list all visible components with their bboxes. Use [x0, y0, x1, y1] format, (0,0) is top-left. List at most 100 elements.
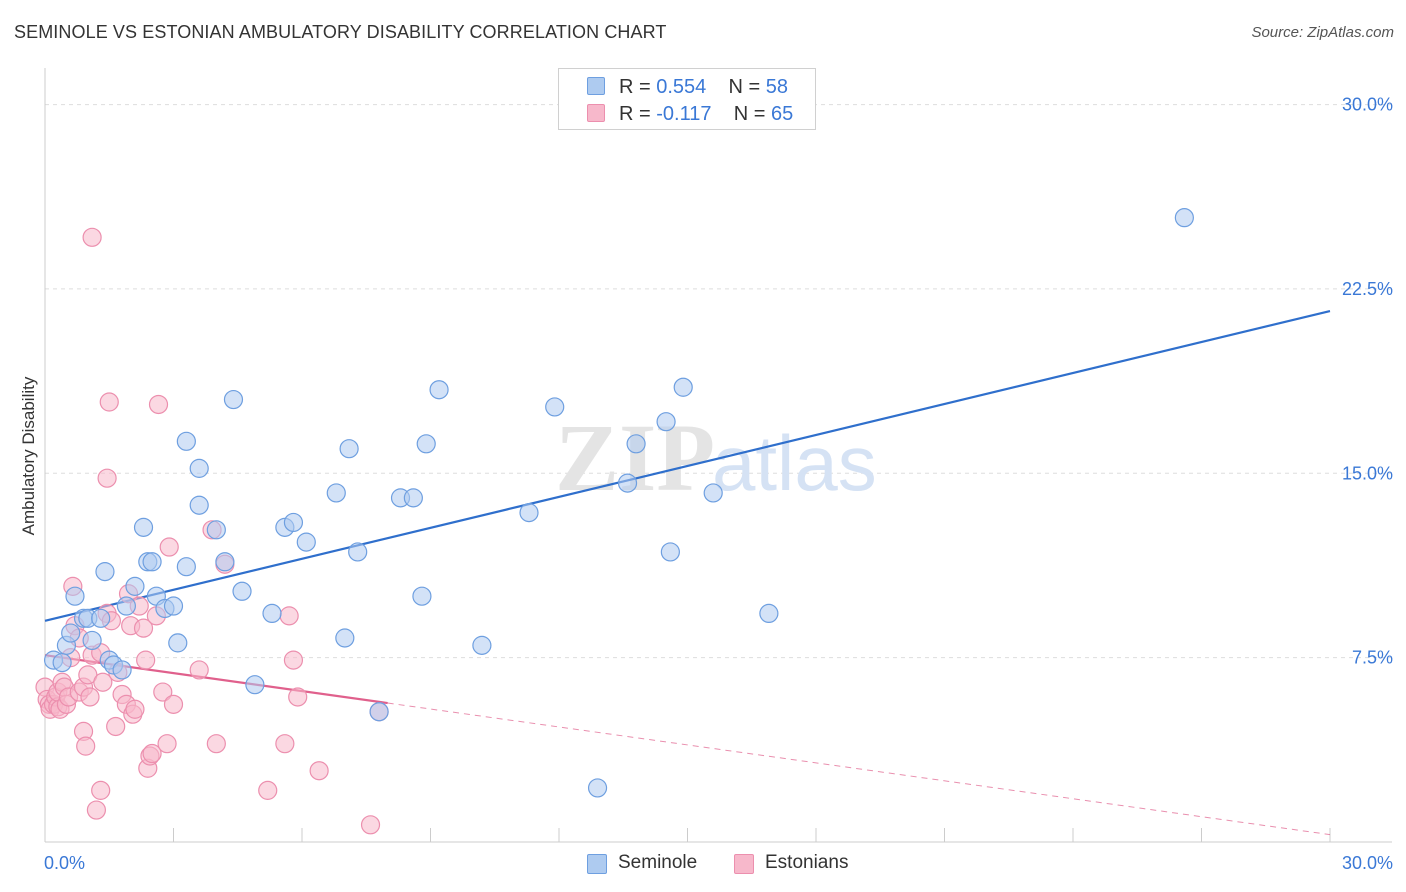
estonians-point: [82, 227, 102, 247]
seminole-point: [416, 434, 436, 454]
seminole-point: [660, 542, 680, 562]
seminole-point: [95, 562, 115, 582]
seminole-point: [142, 552, 162, 572]
seminole-point: [91, 608, 111, 628]
estonians-point: [136, 650, 156, 670]
seminole-swatch: [587, 854, 607, 874]
seminole-point: [703, 483, 723, 503]
estonians-point: [86, 800, 107, 820]
seminole-point: [52, 652, 72, 673]
seminole-point: [403, 488, 423, 508]
estonians-point: [206, 734, 226, 754]
seminole-point: [189, 458, 209, 478]
watermark-zip: ZIP: [555, 404, 715, 511]
seminole-point: [133, 517, 154, 537]
legend-r-label: R =: [619, 103, 651, 125]
x-tick-label-max: 30.0%: [1342, 853, 1393, 873]
seminole-point: [656, 412, 676, 432]
seminole-point: [163, 596, 184, 616]
y-tick-label: 22.5%: [1342, 279, 1393, 299]
seminole-point: [189, 495, 209, 515]
seminole-point: [61, 623, 81, 643]
y-tick-label: 7.5%: [1352, 648, 1393, 668]
estonians-point: [76, 736, 96, 756]
correlation-legend: R = 0.554 N = 58 R = -0.117 N = 65: [558, 68, 816, 130]
estonians-point: [91, 780, 111, 800]
bottom-legend-label: Estonians: [765, 852, 849, 873]
estonians-point: [288, 687, 308, 707]
y-tick-label: 15.0%: [1342, 463, 1393, 483]
watermark-atlas: atlas: [712, 419, 877, 507]
legend-n-value: 65: [770, 103, 794, 125]
seminole-point: [759, 603, 779, 624]
seminole-point: [369, 702, 389, 722]
estonians-point: [163, 694, 184, 714]
estonians-point: [93, 672, 113, 692]
seminole-point: [232, 581, 252, 601]
estonians-point: [283, 650, 304, 670]
seminole-trend-line: [44, 309, 1331, 622]
seminole-point: [626, 434, 646, 454]
legend-n-value: 58: [765, 76, 789, 98]
estonians-trend-extension: [387, 702, 1331, 836]
watermark: ZIP atlas: [555, 404, 877, 511]
estonians-point: [360, 815, 381, 835]
seminole-point: [1174, 208, 1194, 228]
estonians-point: [80, 687, 100, 707]
estonians-point: [309, 761, 329, 781]
estonians-point: [275, 734, 295, 754]
y-axis-title: Ambulatory Disability: [19, 376, 38, 535]
seminole-point: [339, 439, 359, 459]
estonians-point: [148, 394, 169, 415]
seminole-point: [673, 377, 693, 397]
seminole-point: [348, 542, 368, 562]
seminole-point: [82, 630, 102, 651]
y-tick-label: 30.0%: [1342, 95, 1393, 115]
axis-labels: 7.5% 15.0% 22.5% 30.0% 0.0% 30.0% Ambulatory D…: [19, 95, 1393, 873]
estonians-point: [106, 716, 126, 737]
bottom-legend-label: Seminole: [618, 852, 698, 873]
seminole-swatch: [587, 77, 605, 95]
source-label: Source: ZipAtlas.com: [1251, 24, 1394, 41]
legend-n-label: N =: [728, 76, 761, 98]
seminole-point: [617, 473, 638, 493]
seminole-points: [43, 208, 1194, 798]
estonians-point: [159, 537, 179, 557]
legend-r-value: -0.117: [656, 103, 712, 125]
seminole-point: [283, 512, 304, 533]
seminole-point: [335, 628, 355, 648]
chart-title: SEMINOLE VS ESTONIAN AMBULATORY DISABILI…: [14, 22, 667, 42]
legend-r-label: R =: [619, 76, 651, 98]
estonians-point: [125, 699, 145, 719]
seminole-point: [326, 483, 346, 503]
seminole-point: [206, 520, 226, 540]
seminole-point: [545, 397, 565, 417]
seminole-point: [125, 576, 145, 596]
estonians-point: [189, 660, 209, 680]
seminole-point: [519, 503, 539, 523]
estonians-swatch: [734, 854, 754, 874]
seminole-point: [472, 635, 492, 655]
estonians-point: [99, 392, 119, 412]
estonians-point: [279, 606, 299, 626]
seminole-point: [176, 557, 196, 577]
seminole-point: [245, 675, 265, 695]
seminole-point: [112, 660, 132, 680]
seminole-point: [296, 532, 316, 552]
seminole-point: [168, 633, 188, 653]
legend-r-value: 0.554: [656, 76, 707, 98]
seminole-point: [262, 603, 282, 624]
estonians-point: [153, 682, 173, 702]
estonians-point: [142, 743, 162, 764]
seminole-point: [116, 596, 136, 616]
estonians-point: [133, 618, 154, 638]
seminole-point: [176, 431, 196, 451]
estonians-point: [97, 468, 117, 488]
estonians-point: [157, 734, 177, 754]
grid-lines: [45, 104, 1392, 659]
estonians-point: [258, 780, 278, 800]
seminole-point: [65, 586, 85, 606]
seminole-point: [215, 552, 235, 572]
seminole-point: [587, 778, 608, 798]
